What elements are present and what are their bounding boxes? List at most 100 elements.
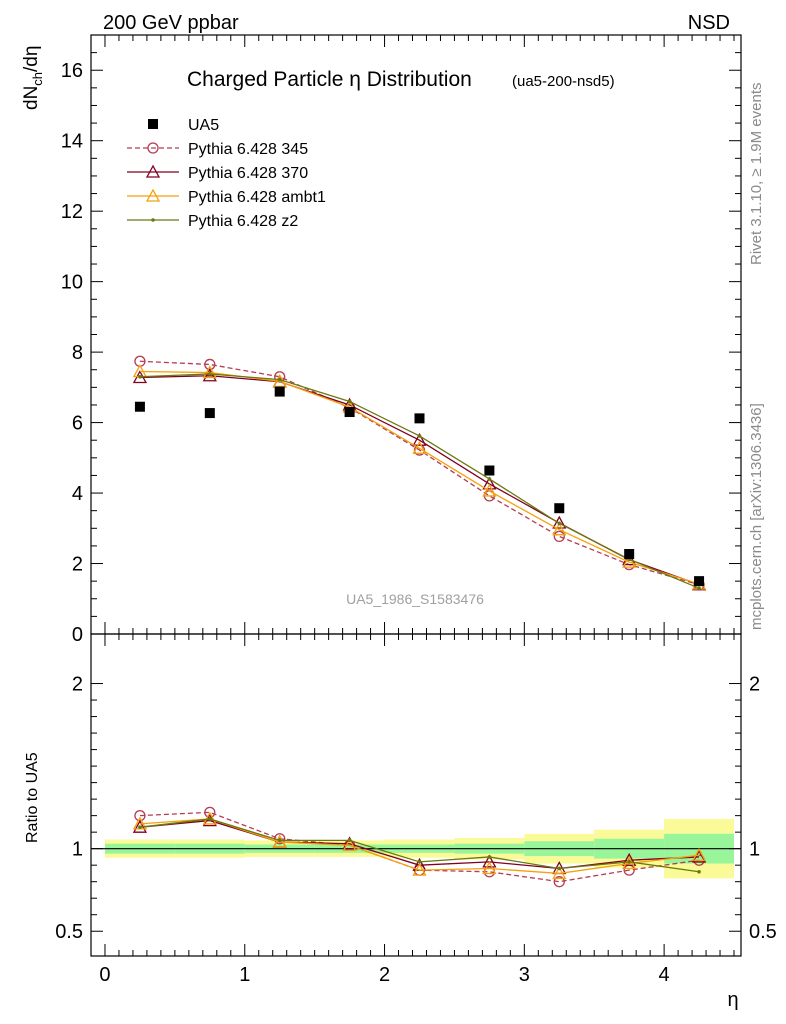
legend: UA5 Pythia 6.428 345 Pythia 6.428 370 Pythi…	[127, 117, 326, 230]
ratio-data-point	[557, 866, 562, 871]
legend-label: UA5	[188, 117, 219, 134]
main-data-point	[557, 521, 562, 526]
legend-item: Pythia 6.428 z2	[127, 213, 298, 230]
main-data-point	[622, 554, 637, 568]
ratio-data-point	[482, 854, 497, 868]
main-title: Charged Particle η Distribution (ua5-200…	[187, 68, 615, 91]
ratio-data-point	[691, 849, 707, 863]
main-data-point	[344, 407, 355, 418]
ratio-data-point	[277, 838, 282, 843]
main-data-point	[202, 365, 217, 379]
main-data-point	[347, 399, 352, 404]
main-y-tick-label: 14	[61, 131, 83, 153]
main-data-point	[694, 576, 705, 587]
ratio-series-pythia-6-428-z2	[138, 817, 701, 874]
energy-label: 200 GeV ppbar	[103, 12, 239, 34]
ratio-data-point	[552, 866, 567, 880]
ratio-y-tick-label-right: 1	[749, 839, 760, 861]
ratio-data-point	[691, 847, 707, 861]
x-tick-label: 2	[379, 964, 390, 986]
main-y-tick-label: 16	[61, 60, 83, 82]
main-series-pythia-6-428-370	[132, 368, 707, 591]
main-data-point	[482, 476, 497, 490]
ratio-y-tick-label: 2	[72, 674, 83, 696]
main-y-tick-label: 8	[72, 342, 83, 364]
main-data-point	[624, 549, 635, 560]
main-data-point	[482, 483, 497, 497]
main-series-pythia-6-428-z2	[138, 372, 701, 590]
main-data-point	[697, 586, 701, 590]
main-y-tick-label: 4	[72, 483, 83, 505]
ratio-data-point	[342, 836, 357, 850]
main-data-point	[553, 530, 565, 543]
main-data-point	[274, 386, 285, 397]
main-title-text: Charged Particle η Distribution	[187, 68, 472, 91]
rivet-version-label: Rivet 3.1.10, ≥ 1.9M events	[748, 83, 765, 266]
mcplots-label: mcplots.cern.ch [arXiv:1306.3436]	[748, 403, 765, 630]
main-y-tick-label: 2	[72, 554, 83, 576]
ratio-data-point	[412, 862, 427, 876]
ratio-panel: 0.5 0.5 1 1 2 2 0 1 2 3 4 Ratio to UA5 η	[24, 633, 777, 1011]
main-series-ua5	[134, 386, 705, 587]
legend-item: Pythia 6.428 370	[127, 164, 308, 182]
main-series-line	[139, 360, 700, 586]
legend-marker	[147, 142, 159, 154]
ratio-frame	[90, 633, 742, 957]
ratio-data-point	[342, 838, 357, 852]
legend-label: Pythia 6.428 345	[188, 141, 308, 158]
ratio-data-point	[627, 860, 631, 864]
ratio-y-tick-label: 0.5	[55, 921, 83, 943]
main-data-point	[202, 368, 217, 382]
main-data-point	[552, 522, 567, 536]
main-data-point	[417, 434, 422, 438]
ratio-y-tick-label: 1	[72, 839, 83, 861]
ratio-y-tick-label-right: 2	[749, 674, 760, 696]
main-data-point	[412, 432, 427, 446]
x-tick-label: 4	[659, 964, 670, 986]
legend-label: Pythia 6.428 z2	[188, 213, 298, 230]
legend-marker	[148, 119, 158, 129]
legend-item: Pythia 6.428 345	[127, 141, 308, 158]
legend-marker	[145, 188, 161, 202]
ratio-data-point	[622, 852, 637, 866]
main-data-point	[277, 377, 282, 382]
main-series-pythia-6-428-ambt1	[132, 364, 707, 590]
main-data-point	[552, 515, 567, 529]
main-data-point	[484, 465, 495, 476]
main-data-point	[412, 440, 427, 454]
ratio-data-point	[347, 838, 352, 843]
ratio-data-point	[697, 869, 701, 874]
main-data-point	[622, 552, 637, 566]
ratio-data-point	[272, 834, 287, 848]
main-panel: UA5_1986_S1583476 Charged Particle η Dis…	[21, 34, 742, 646]
ratio-data-point	[208, 817, 212, 821]
main-y-tick-label: 12	[61, 201, 83, 223]
legend-item: Pythia 6.428 ambt1	[127, 188, 326, 206]
main-data-point	[208, 372, 212, 376]
ratio-data-point	[417, 860, 422, 864]
main-y-axis-label: dNch/dη	[21, 46, 45, 110]
x-axis-label: η	[727, 989, 738, 1011]
main-y-tick-label: 6	[72, 413, 83, 435]
x-tick-label: 0	[99, 964, 110, 986]
ratio-data-point	[487, 855, 492, 859]
main-data-point	[138, 374, 142, 379]
legend-label: Pythia 6.428 370	[188, 165, 308, 182]
main-data-point	[204, 408, 215, 419]
x-tick-label: 3	[519, 964, 530, 986]
ratio-data-point	[202, 811, 217, 825]
main-series-line	[139, 375, 700, 586]
legend-label: Pythia 6.428 ambt1	[188, 189, 326, 206]
process-label: NSD	[688, 12, 730, 34]
main-data-point	[554, 503, 565, 514]
main-y-tick-label: 0	[72, 624, 83, 646]
main-data-point	[487, 477, 492, 481]
main-data-point	[134, 401, 145, 412]
legend-marker	[145, 164, 161, 178]
ratio-data-point	[482, 861, 497, 875]
ratio-y-tick-label-right: 0.5	[749, 921, 777, 943]
watermark-label: UA5_1986_S1583476	[346, 591, 484, 607]
ratio-y-axis-label: Ratio to UA5	[24, 752, 41, 843]
ratio-data-point	[553, 876, 565, 888]
